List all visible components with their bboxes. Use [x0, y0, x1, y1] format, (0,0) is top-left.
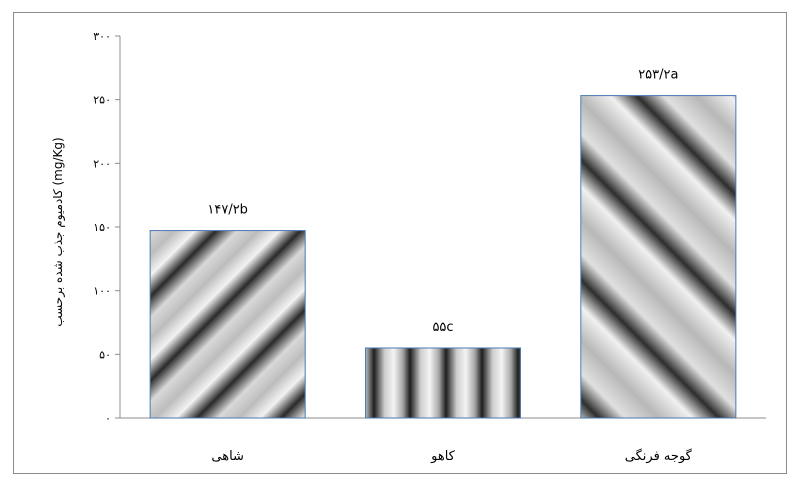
- y-tick-label: ۳۰۰: [93, 30, 111, 43]
- y-tick-label: ۲۰۰: [93, 157, 111, 170]
- bar: [149, 230, 306, 419]
- bar-data-label: ۲۵۳/۲a: [638, 68, 678, 83]
- x-category-label: کاهو: [430, 449, 456, 464]
- bar: [364, 347, 522, 419]
- bar-chart: ۰ ۵۰ ۱۰۰ ۱۵۰ ۲۰۰ ۲۵۰ ۳۰۰ کادمیوم جذب شده برحسب …: [51, 30, 766, 464]
- chart-frame: ۰ ۵۰ ۱۰۰ ۱۵۰ ۲۰۰ ۲۵۰ ۳۰۰ کادمیوم جذب شده برحسب …: [13, 12, 787, 474]
- x-category-label: گوجه فرنگی: [625, 448, 693, 464]
- x-category-label: شاهی: [211, 449, 244, 464]
- bar-data-label: ۵۵c: [432, 320, 453, 335]
- bar: [580, 95, 737, 419]
- y-tick-label: ۱۵۰: [93, 221, 111, 234]
- y-tick-label: ۲۵۰: [93, 94, 111, 107]
- bars-layer: [149, 95, 737, 419]
- labels-layer: ۱۴۷/۲b شاهی ۵۵c کاهو ۲۵۳/۲a گوجه فرنگی: [207, 68, 692, 464]
- y-axis-title: کادمیوم جذب شده برحسب (mg/Kg): [51, 137, 66, 326]
- y-tick-label: ۰: [105, 412, 111, 425]
- y-tick-label: ۵۰: [99, 348, 111, 361]
- y-tick-label: ۱۰۰: [93, 285, 111, 298]
- bar-data-label: ۱۴۷/۲b: [207, 203, 248, 218]
